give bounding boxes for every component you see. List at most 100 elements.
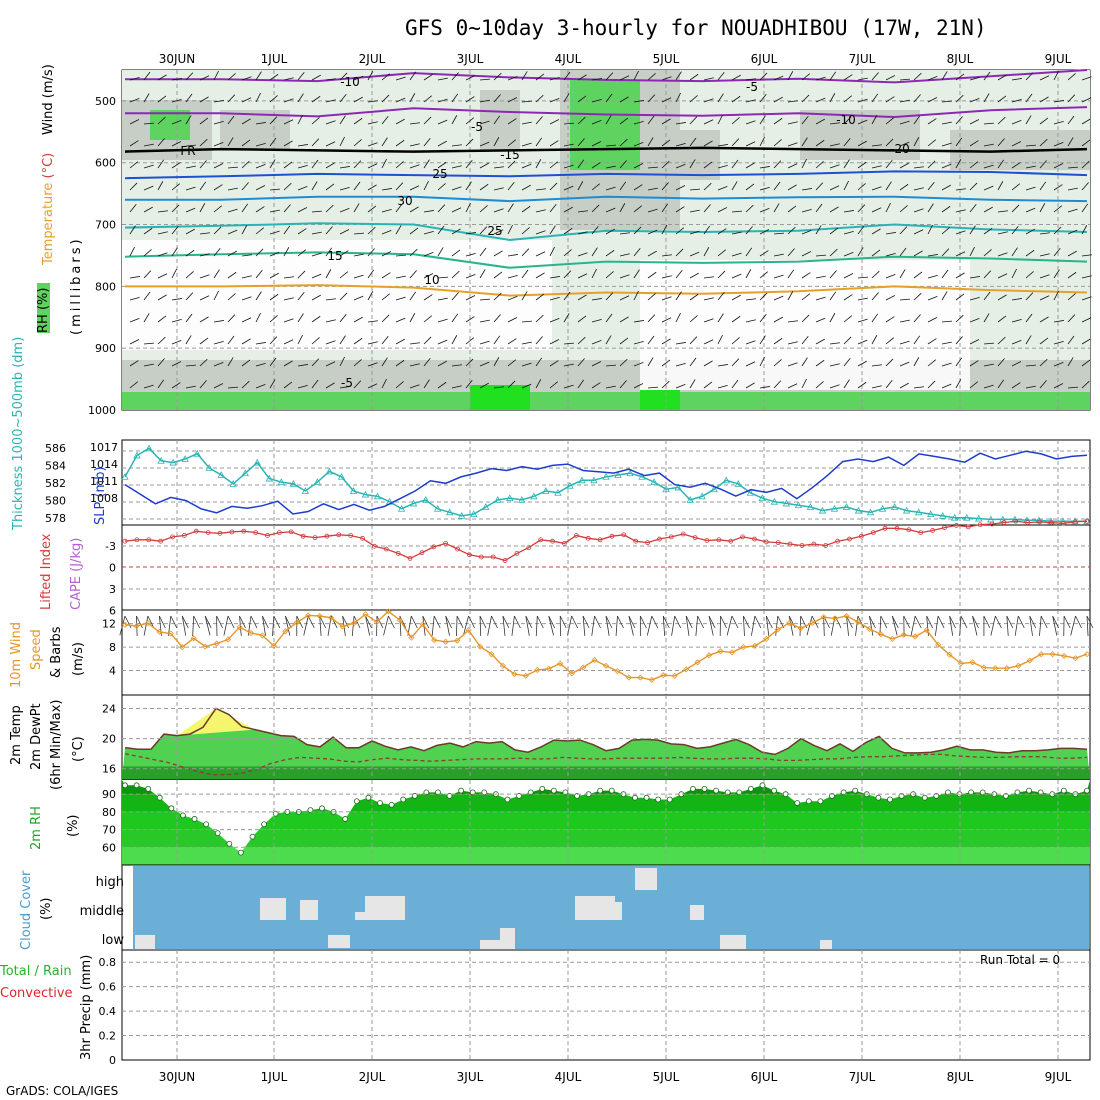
wind-barb — [759, 292, 768, 301]
wind-barb — [941, 205, 951, 213]
wind-barb — [1053, 184, 1063, 191]
wind-barb — [185, 93, 193, 103]
wind-barb — [661, 296, 672, 301]
wind-label: Wind (m/s) — [41, 64, 56, 135]
wind-barb — [955, 116, 963, 125]
wind-barb — [549, 246, 555, 257]
li-point — [300, 533, 306, 539]
wind-barb — [479, 269, 486, 279]
barb-feather — [342, 615, 349, 629]
barb-feather — [204, 615, 212, 629]
wind-barb — [927, 97, 938, 103]
wind-point — [625, 674, 632, 681]
wind-barb — [367, 291, 374, 301]
wind-barb — [899, 319, 910, 323]
rh-point — [794, 800, 801, 806]
wind-barb — [297, 71, 305, 81]
wind-barb — [759, 313, 767, 323]
wind-barb — [633, 142, 644, 147]
wind-barb — [661, 139, 671, 147]
wind-barb — [745, 141, 756, 147]
wind-barb — [213, 247, 221, 257]
wind-barb — [997, 210, 1008, 213]
wind-barb — [675, 227, 685, 235]
wind-barb — [423, 210, 434, 213]
wind-barb — [661, 97, 672, 103]
wind-barb — [843, 379, 850, 389]
wind-barb — [157, 138, 165, 147]
wind-barb — [395, 296, 406, 301]
wind-barb — [493, 187, 504, 191]
wind-barb — [479, 319, 490, 323]
wind-barb — [269, 357, 277, 367]
surface-barb — [463, 615, 469, 636]
rh-fill — [122, 780, 1090, 865]
wind-barb — [521, 320, 532, 323]
wind-barb — [577, 273, 588, 279]
wind-barb — [857, 318, 868, 323]
wind-barb — [269, 137, 277, 147]
wind-barb — [1011, 183, 1021, 191]
wind-barb — [801, 272, 811, 279]
wind-barb — [143, 270, 152, 279]
barb-feather — [903, 615, 911, 629]
wind-barb — [703, 98, 714, 103]
wind-barb — [563, 363, 574, 367]
rh-point — [608, 787, 615, 794]
thickness-point — [518, 496, 526, 503]
wind-barb — [339, 292, 348, 301]
rh-point — [887, 796, 893, 803]
wind-barb — [409, 185, 420, 191]
isotherm-label: 10 — [424, 273, 439, 287]
wind-barb — [269, 272, 279, 279]
wind-barb — [325, 361, 336, 367]
wind-barb — [283, 318, 294, 323]
wind-barb — [1039, 117, 1049, 125]
wind-barb — [297, 228, 307, 235]
wind-barb — [521, 248, 530, 257]
surface-barb — [1039, 615, 1042, 636]
wind-barb — [1081, 203, 1089, 213]
rh-point — [1026, 787, 1032, 794]
wind-barb — [773, 337, 783, 345]
wind-point — [866, 625, 873, 632]
wind-point — [935, 641, 942, 648]
wind-barb — [339, 208, 350, 213]
wind-point — [442, 638, 449, 645]
wind-barb — [829, 93, 836, 103]
wind-barb — [927, 338, 937, 345]
wind-point — [144, 620, 151, 627]
precip-conv-label: Convective — [0, 986, 73, 1001]
wind-barb — [675, 206, 685, 213]
wind-barb — [535, 116, 543, 125]
isotherm-line — [125, 284, 1088, 297]
barb-feather — [250, 615, 258, 629]
wind-point — [133, 622, 140, 630]
wind-barb — [969, 339, 980, 345]
barb-feather — [525, 615, 533, 629]
wind-barb — [619, 117, 629, 125]
wind-barb — [675, 71, 682, 81]
barb-feather — [1075, 615, 1082, 629]
li-cape-grid — [122, 525, 1090, 610]
wind-barb — [395, 338, 405, 345]
wind-barb — [353, 96, 363, 103]
wind-barb — [129, 203, 137, 213]
isotherm-label: 30 — [397, 194, 412, 208]
barb-feather — [582, 615, 590, 629]
wind-barb — [451, 144, 462, 147]
wind-barb — [171, 120, 182, 125]
rh-point — [423, 789, 430, 796]
wind-barb — [619, 232, 630, 235]
wind-barb — [423, 231, 434, 235]
top-date-label: 2JUL — [359, 52, 386, 66]
rh-point — [342, 816, 349, 822]
wind-point — [1003, 665, 1010, 672]
thickness-point — [602, 472, 610, 480]
wind-barb — [409, 363, 420, 367]
wind-barb — [507, 380, 516, 389]
wind-barb — [283, 225, 291, 235]
barb-feather — [468, 615, 475, 629]
thickness-point — [782, 499, 791, 507]
wind-barb — [633, 205, 643, 213]
